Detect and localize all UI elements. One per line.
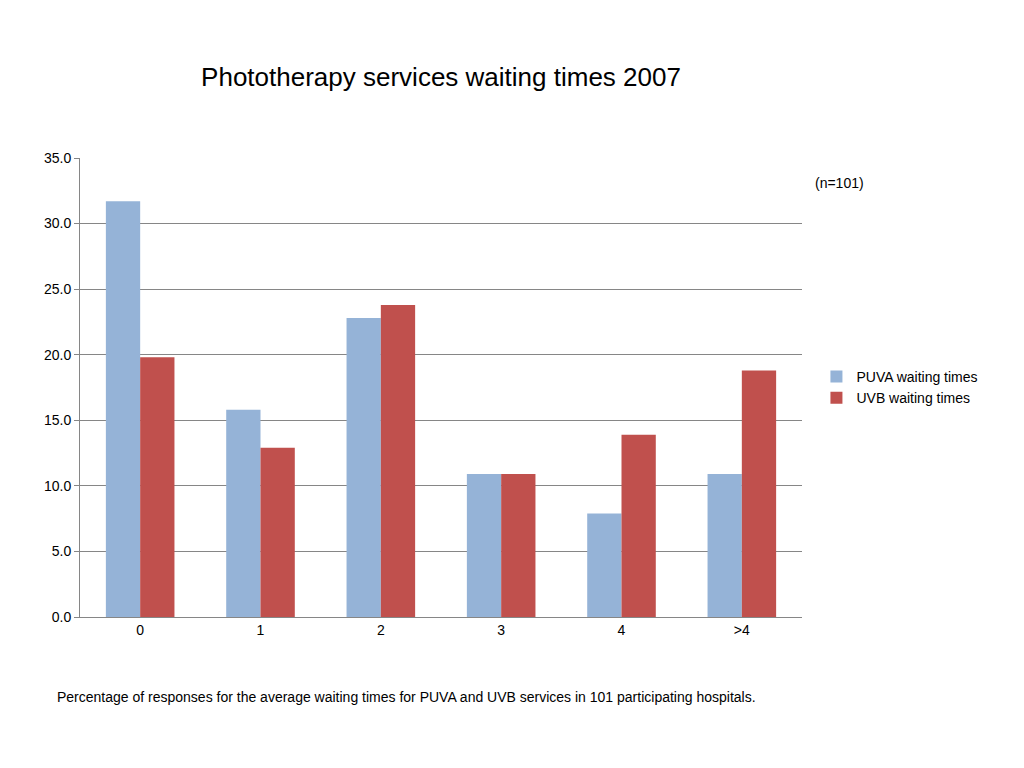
svg-text:0: 0 bbox=[136, 622, 144, 638]
svg-text:PUVA waiting times: PUVA waiting times bbox=[856, 369, 977, 385]
svg-text:5.0: 5.0 bbox=[52, 543, 72, 559]
svg-text:(n=101): (n=101) bbox=[815, 175, 864, 191]
svg-text:3: 3 bbox=[497, 622, 505, 638]
svg-text:4: 4 bbox=[618, 622, 626, 638]
svg-text:>4: >4 bbox=[734, 622, 750, 638]
svg-text:0.0: 0.0 bbox=[52, 609, 72, 625]
svg-text:35.0: 35.0 bbox=[44, 150, 71, 166]
svg-text:30.0: 30.0 bbox=[44, 215, 71, 231]
svg-text:15.0: 15.0 bbox=[44, 412, 71, 428]
svg-text:25.0: 25.0 bbox=[44, 281, 71, 297]
svg-text:UVB waiting times: UVB waiting times bbox=[856, 390, 970, 406]
svg-text:10.0: 10.0 bbox=[44, 478, 71, 494]
svg-text:20.0: 20.0 bbox=[44, 347, 71, 363]
svg-text:1: 1 bbox=[257, 622, 265, 638]
svg-text:Percentage of responses for th: Percentage of responses for the average … bbox=[57, 689, 756, 705]
svg-text:2: 2 bbox=[377, 622, 385, 638]
svg-text:Phototherapy services waiting: Phototherapy services waiting times 2007 bbox=[201, 62, 681, 92]
